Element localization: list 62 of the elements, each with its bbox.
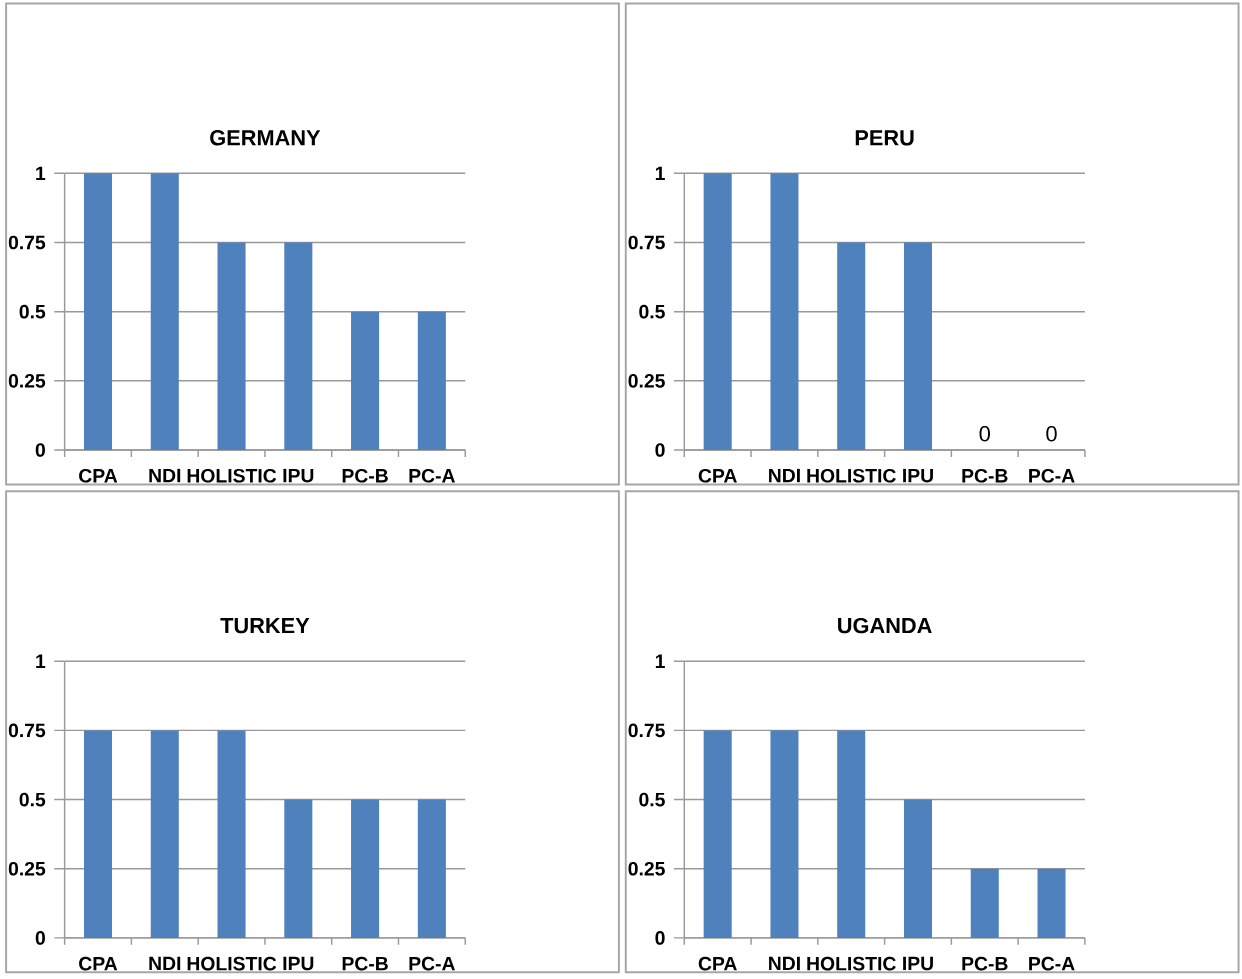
- bar: [284, 242, 313, 451]
- y-tick-label: 0: [655, 443, 665, 458]
- y-tick-label: 0.25: [8, 374, 46, 388]
- x-tick-label: NDI: [769, 956, 800, 971]
- y-tick-label: 1: [655, 654, 665, 669]
- chart-title: GERMANY: [210, 130, 321, 146]
- bar: [417, 311, 446, 451]
- bar: [1037, 868, 1066, 939]
- y-tick-label: 0: [655, 931, 665, 945]
- chart-title: PERU: [855, 130, 914, 146]
- y-tick-label: 0: [35, 443, 45, 458]
- y-tick-label: 0.25: [628, 862, 665, 876]
- x-tick-label: CPA: [698, 957, 737, 971]
- x-tick-label: IPU: [283, 956, 314, 971]
- x-tick-label: PC-A: [1029, 957, 1075, 971]
- chart-title: TURKEY: [220, 618, 310, 634]
- y-tick-label: 0.5: [639, 305, 665, 319]
- x-tick-label: HOLISTIC: [807, 469, 896, 483]
- chart-title: UGANDA: [838, 618, 932, 634]
- bar: [150, 173, 179, 451]
- bar: [837, 730, 866, 939]
- x-tick-label: NDI: [769, 469, 800, 483]
- y-tick-label: 1: [36, 654, 46, 669]
- data-label: 0: [1046, 426, 1057, 442]
- x-tick-label: CPA: [698, 469, 737, 483]
- y-tick-label: 0: [35, 931, 45, 945]
- x-tick-label: HOLISTIC: [807, 957, 896, 971]
- x-tick-label: HOLISTIC: [187, 957, 277, 971]
- y-tick-label: 0.75: [628, 235, 665, 250]
- y-tick-label: 0.25: [628, 374, 665, 388]
- y-tick-label: 0.5: [639, 792, 665, 807]
- bar: [83, 173, 113, 451]
- x-tick-label: IPU: [283, 469, 314, 483]
- y-tick-label: 0.75: [8, 723, 46, 738]
- y-tick-label: 1: [36, 166, 46, 181]
- y-tick-label: 0.75: [628, 723, 665, 738]
- x-tick-label: PC-B: [342, 957, 388, 971]
- data-label: 0: [979, 426, 990, 442]
- x-tick-label: PC-B: [962, 469, 1008, 483]
- x-tick-label: NDI: [149, 956, 181, 971]
- bar: [770, 730, 799, 939]
- y-tick-label: 0.5: [19, 792, 46, 807]
- x-tick-label: PC-B: [342, 469, 388, 483]
- x-tick-label: NDI: [149, 469, 181, 483]
- x-tick-label: IPU: [903, 469, 933, 483]
- x-tick-label: CPA: [79, 957, 118, 971]
- x-tick-label: PC-A: [409, 957, 455, 971]
- x-tick-label: HOLISTIC: [187, 469, 277, 483]
- y-tick-label: 0.75: [8, 235, 46, 250]
- bar: [703, 730, 732, 939]
- x-tick-label: PC-A: [1029, 469, 1075, 483]
- bar: [351, 311, 380, 451]
- y-tick-label: 0.5: [19, 305, 46, 319]
- x-tick-label: PC-B: [962, 957, 1008, 971]
- x-tick-label: PC-A: [409, 469, 455, 483]
- y-tick-label: 0.25: [8, 862, 46, 876]
- x-tick-label: CPA: [79, 469, 118, 483]
- y-tick-label: 1: [655, 166, 665, 181]
- bar: [970, 868, 999, 939]
- bar: [903, 799, 933, 939]
- bar: [217, 242, 246, 451]
- x-tick-label: IPU: [903, 956, 933, 971]
